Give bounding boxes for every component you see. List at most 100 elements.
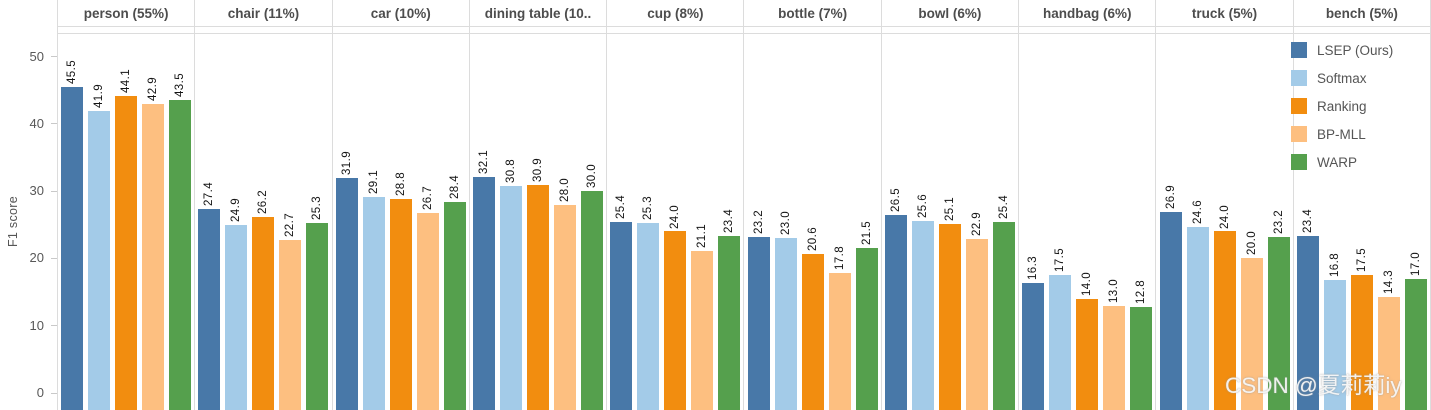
bar-bp-mll bbox=[1377, 296, 1400, 410]
bar-value-label: 26.7 bbox=[421, 186, 434, 211]
bar-softmax bbox=[774, 238, 797, 410]
panel-header: handbag (6%) bbox=[1019, 0, 1156, 27]
bar-value-label: 29.1 bbox=[367, 170, 380, 195]
bar-bp-mll bbox=[1240, 258, 1263, 410]
bar-lsep-ours bbox=[335, 178, 358, 410]
bar-ranking bbox=[252, 216, 275, 410]
bar-value-label: 27.4 bbox=[203, 181, 216, 206]
bar-ranking bbox=[801, 254, 824, 410]
bar-value-label: 14.3 bbox=[1382, 269, 1395, 294]
bar-group-slot: 42.9 bbox=[142, 77, 165, 410]
panel-plot-area: 26.9 24.6 24.0 20.0 23.2 bbox=[1156, 33, 1293, 410]
bar-group-slot: 24.0 bbox=[664, 205, 687, 410]
bar-group-slot: 26.9 bbox=[1159, 184, 1182, 410]
bar-value-label: 31.9 bbox=[340, 151, 353, 176]
bar-softmax bbox=[637, 222, 660, 410]
bar-group-slot: 23.2 bbox=[747, 210, 770, 410]
bar-value-label: 13.0 bbox=[1108, 278, 1121, 303]
panel-plot-area: 23.2 23.0 20.6 17.8 21.5 bbox=[744, 33, 881, 410]
bar-value-label: 26.9 bbox=[1164, 184, 1177, 209]
bar-softmax bbox=[1049, 275, 1072, 410]
legend-label: Softmax bbox=[1317, 70, 1367, 86]
legend-swatch-icon bbox=[1291, 70, 1307, 86]
panel-plot-area: 31.9 29.1 28.8 26.7 28.4 bbox=[332, 33, 469, 410]
y-tick-label: 50 bbox=[29, 48, 44, 64]
y-tick-label: 20 bbox=[29, 250, 44, 266]
bar-value-label: 42.9 bbox=[147, 77, 160, 102]
y-tick-mark bbox=[51, 325, 57, 327]
y-tick-mark bbox=[51, 392, 57, 394]
bar-group-slot: 41.9 bbox=[88, 84, 111, 410]
bar-value-label: 30.9 bbox=[532, 158, 545, 183]
panel-bowl-6: bowl (6%) 26.5 25.6 25.1 22.9 25.4 bbox=[880, 0, 1019, 410]
bar-softmax bbox=[1186, 227, 1209, 410]
bar-warp bbox=[1404, 278, 1427, 410]
panel-plot-area: 27.4 24.9 26.2 22.7 25.3 bbox=[195, 33, 332, 410]
bar-group-slot: 32.1 bbox=[473, 150, 496, 410]
bar-group-slot: 23.0 bbox=[774, 211, 797, 410]
bar-group-slot: 26.7 bbox=[416, 186, 439, 410]
bar-group-slot: 45.5 bbox=[61, 60, 84, 410]
chart-legend: LSEP (Ours) Softmax Ranking BP-MLL WARP bbox=[1291, 42, 1393, 170]
bar-value-label: 43.5 bbox=[174, 73, 187, 98]
bar-value-label: 30.8 bbox=[505, 158, 518, 183]
panel-handbag-6: handbag (6%) 16.3 17.5 14.0 13.0 12.8 bbox=[1018, 0, 1156, 410]
bar-value-label: 17.0 bbox=[1409, 251, 1422, 276]
panel-header: cup (8%) bbox=[607, 0, 744, 27]
bar-softmax bbox=[88, 111, 111, 410]
bar-warp bbox=[1130, 306, 1153, 410]
y-tick-mark bbox=[51, 56, 57, 57]
bar-value-label: 17.8 bbox=[833, 246, 846, 271]
bar-warp bbox=[855, 248, 878, 410]
bar-value-label: 26.2 bbox=[257, 189, 270, 214]
bar-warp bbox=[992, 222, 1015, 410]
bar-softmax bbox=[362, 197, 385, 410]
panel-plot-area: 25.4 25.3 24.0 21.1 23.4 bbox=[607, 33, 744, 410]
bar-value-label: 12.8 bbox=[1135, 279, 1148, 304]
panel-header: bench (5%) bbox=[1293, 0, 1430, 27]
bar-value-label: 24.9 bbox=[230, 198, 243, 223]
y-tick-label: 10 bbox=[29, 317, 44, 333]
legend-label: BP-MLL bbox=[1317, 126, 1366, 142]
y-axis-title: F1 score bbox=[6, 195, 20, 248]
y-tick-mark bbox=[51, 257, 57, 259]
bar-value-label: 28.4 bbox=[448, 174, 461, 199]
bar-bp-mll bbox=[142, 104, 165, 410]
bar-group-slot: 21.1 bbox=[691, 224, 714, 410]
bar-lsep-ours bbox=[473, 176, 496, 410]
bar-group-slot: 25.3 bbox=[306, 196, 329, 410]
bar-value-label: 25.3 bbox=[642, 195, 655, 220]
panel-dining-table-10: dining table (10.. 32.1 30.8 30.9 28.0 30.0 bbox=[468, 0, 607, 410]
bar-warp bbox=[718, 235, 741, 410]
bar-group-slot: 23.4 bbox=[718, 208, 741, 410]
bar-value-label: 23.4 bbox=[1301, 208, 1314, 233]
legend-item-warp: WARP bbox=[1291, 154, 1393, 170]
y-tick-label: 0 bbox=[36, 385, 44, 401]
panel-cup-8: cup (8%) 25.4 25.3 24.0 21.1 23.4 bbox=[606, 0, 744, 410]
bar-group-slot: 25.6 bbox=[911, 194, 934, 410]
bar-warp bbox=[169, 100, 192, 410]
y-tick-mark bbox=[51, 123, 57, 125]
bar-lsep-ours bbox=[198, 208, 221, 410]
bar-value-label: 25.1 bbox=[943, 197, 956, 222]
bar-lsep-ours bbox=[61, 86, 84, 410]
bar-value-label: 24.6 bbox=[1191, 200, 1204, 225]
bar-group-slot: 31.9 bbox=[335, 151, 358, 410]
bar-value-label: 20.6 bbox=[806, 227, 819, 252]
bar-value-label: 17.5 bbox=[1054, 248, 1067, 273]
bar-group-slot: 30.9 bbox=[527, 158, 550, 410]
bar-value-label: 23.2 bbox=[1272, 209, 1285, 234]
panel-plot-area: 32.1 30.8 30.9 28.0 30.0 bbox=[469, 33, 607, 410]
bar-value-label: 23.4 bbox=[723, 208, 736, 233]
bar-ranking bbox=[938, 224, 961, 410]
bar-warp bbox=[581, 191, 604, 410]
panel-plot-area: 45.5 41.9 44.1 42.9 43.5 bbox=[58, 33, 195, 410]
bar-value-label: 16.8 bbox=[1328, 252, 1341, 277]
bar-ranking bbox=[115, 96, 138, 410]
bar-group-slot: 27.4 bbox=[198, 181, 221, 410]
bar-ranking bbox=[527, 185, 550, 410]
bar-group-slot: 20.6 bbox=[801, 227, 824, 410]
bar-group-slot: 23.2 bbox=[1267, 209, 1290, 410]
panel-plot-area: 23.4 16.8 17.5 14.3 17.0 bbox=[1293, 33, 1430, 410]
legend-label: WARP bbox=[1317, 154, 1357, 170]
